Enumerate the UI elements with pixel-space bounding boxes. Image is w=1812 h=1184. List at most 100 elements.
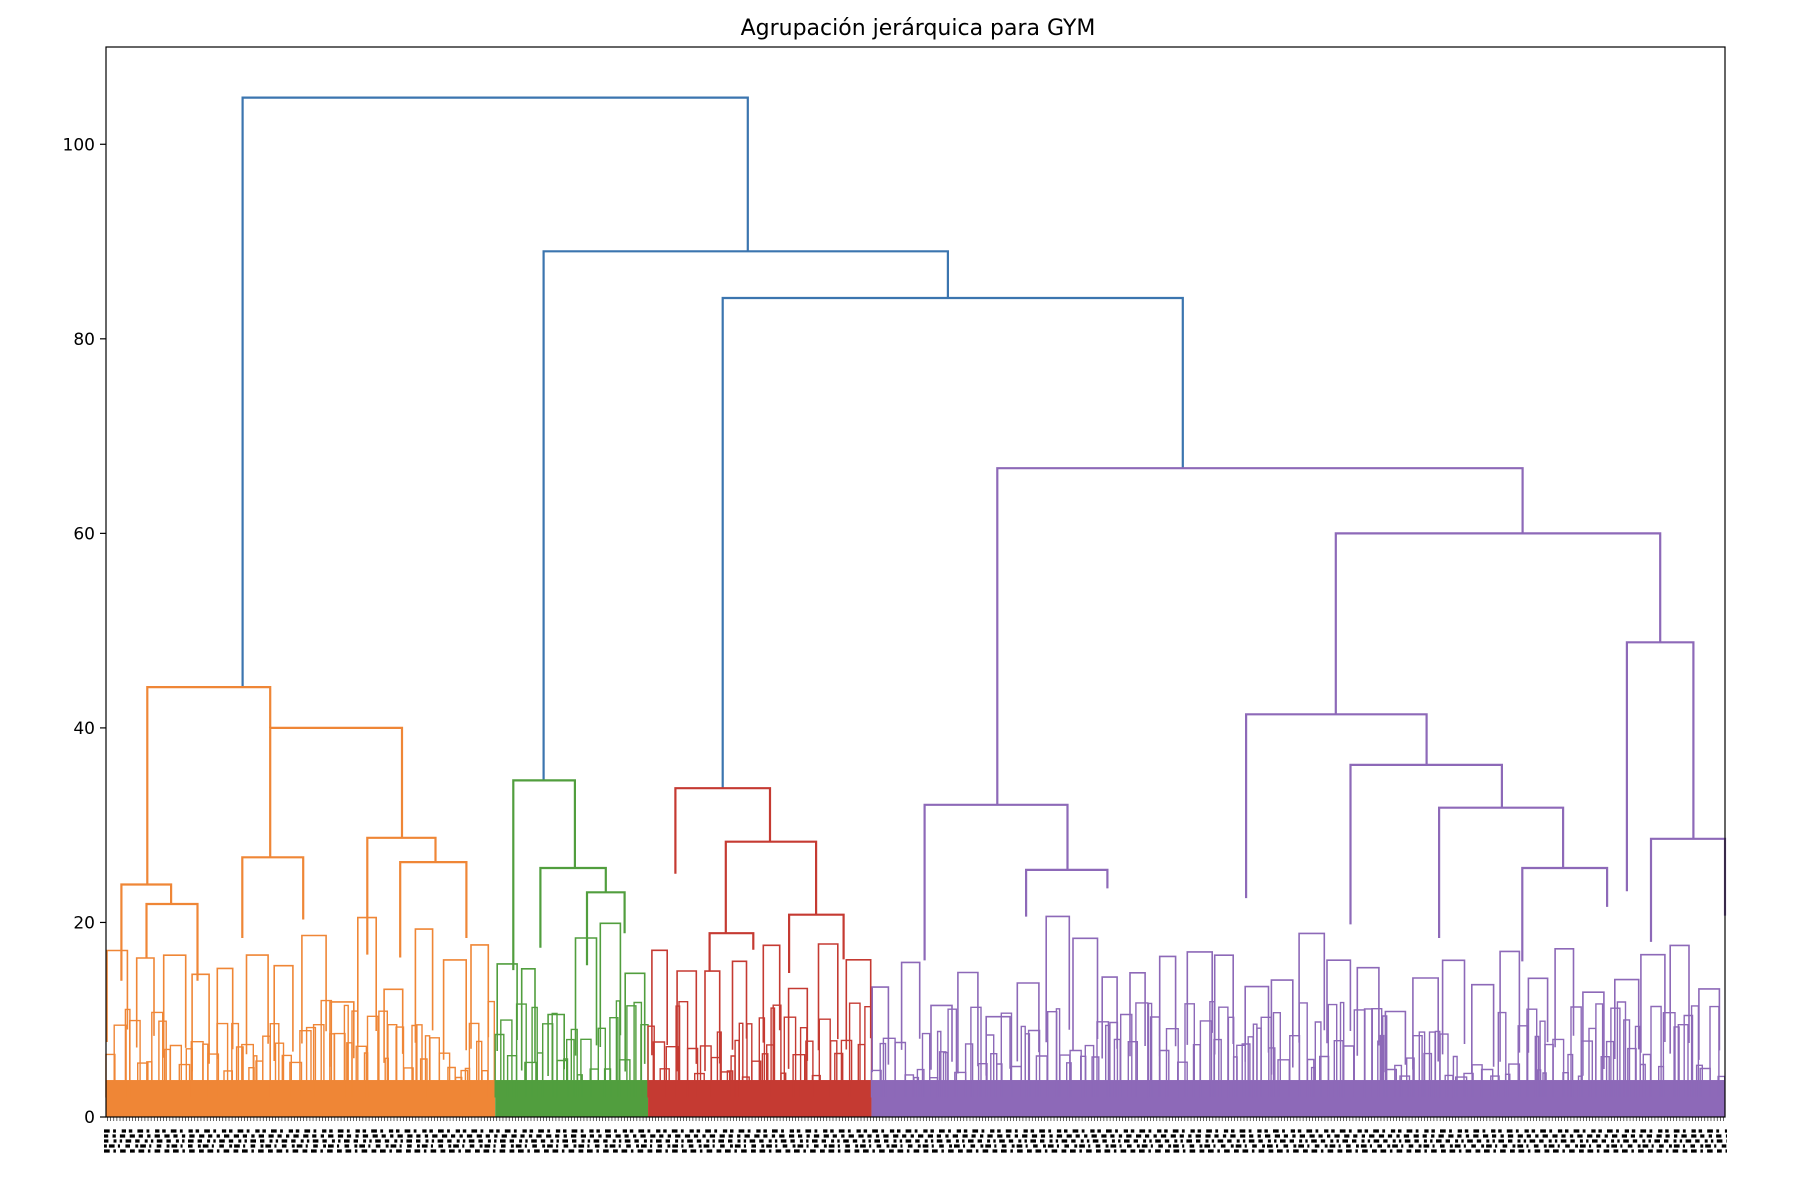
cluster-orange-leaf-link [299, 1030, 312, 1098]
cluster-green-leaf-link [500, 1019, 513, 1098]
dendrogram-link [145, 902, 199, 981]
cluster-purple-leaf-link [1605, 1040, 1615, 1098]
cluster-purple-leaf-link [1534, 1035, 1540, 1098]
cluster-green-leaf-link [576, 1074, 583, 1098]
cluster-purple-mid-link [1045, 915, 1071, 1043]
cluster-orange-leaf-link [169, 1044, 182, 1098]
cluster-purple-leaves [870, 915, 1726, 1117]
cluster-orange-leaf-link [137, 1062, 149, 1098]
dendrogram-link [1625, 641, 1695, 892]
cluster-orange-leaf-link [419, 1058, 428, 1098]
cluster-green-mid-link [599, 922, 622, 1047]
cluster-orange-leaf-link [312, 1024, 325, 1098]
cluster-purple-leaf-link [1455, 1076, 1468, 1098]
cluster-purple-leaf-link [1298, 1002, 1308, 1098]
cluster-purple-leaf-link [1552, 1038, 1565, 1098]
cluster-purple-mid-link [985, 1015, 1011, 1076]
cluster-purple-leaf-link [1580, 1040, 1593, 1098]
cluster-orange-mid-link [162, 954, 187, 1058]
cluster-purple-leaf-link [936, 1030, 942, 1098]
cluster-green-leaf-link [524, 1061, 537, 1098]
cluster-purple-leaf-link [1306, 1058, 1315, 1098]
cluster-purple-mid-link [1499, 950, 1521, 1062]
cluster-purple-mid-link [871, 986, 890, 1073]
cluster-purple-mid-link [1640, 953, 1666, 1053]
cluster-orange-leaf-link [351, 1010, 359, 1098]
cluster-purple-leaf-link [1526, 1008, 1538, 1098]
cluster-purple-mid-link [1698, 988, 1721, 1060]
cluster-red-leaf-link [694, 1072, 705, 1098]
cluster-purple-leaf-link [1272, 1012, 1281, 1098]
cluster-purple-leaf-link [1399, 1075, 1411, 1098]
cluster-green-leaf-link [609, 1017, 619, 1098]
cluster-green-leaves [494, 922, 649, 1117]
cluster-red-leaf-link [834, 1052, 844, 1098]
cluster-purple-leaf-link [1091, 1056, 1100, 1098]
cluster-purple-leaf-link [1024, 1033, 1031, 1098]
cluster-purple-mid-link [1129, 972, 1146, 1057]
dendrogram-link [399, 861, 468, 958]
cluster-green-leaf-link [615, 1000, 621, 1098]
cluster-purple-leaf-link [1084, 1044, 1095, 1098]
cluster-orange-leaf-link [129, 1019, 141, 1098]
cluster-purple-mid-link [1527, 977, 1549, 1053]
cluster-orange-mid-link [442, 959, 467, 1060]
cluster-purple-mid-link [1158, 955, 1177, 1057]
dendrogram-link [146, 686, 272, 885]
cluster-purple-leaf-link [1600, 1056, 1610, 1098]
cluster-purple-leaf-link [938, 1051, 947, 1098]
cluster-orange-leaf-link [403, 1067, 414, 1098]
cluster-purple-leaf-link [1623, 1019, 1631, 1098]
cluster-purple-leaf-link [1055, 1008, 1061, 1098]
dendrogram-link [269, 726, 404, 858]
y-tick-label: 100 [63, 135, 95, 155]
cluster-purple-mid-link [1669, 944, 1690, 1054]
dendrogram-link [708, 932, 755, 972]
cluster-purple-leaf-link [1127, 1041, 1138, 1098]
cluster-red-mid-link [676, 970, 698, 1072]
cluster-red-leaves [647, 943, 873, 1117]
chart-title: Agrupación jerárquica para GYM [741, 16, 1096, 41]
cluster-orange-leaf-link [366, 1015, 379, 1098]
cluster-red-leaf-link [772, 1004, 782, 1098]
cluster-orange-leaf-link [281, 1054, 292, 1098]
cluster-red-mid-link [845, 959, 872, 1050]
cluster-green-mid-link [496, 963, 518, 1051]
dendrogram-link [1025, 868, 1109, 917]
cluster-red-mid-link [787, 987, 809, 1069]
cluster-orange-mid-link [470, 944, 490, 1049]
dendrogram-link [241, 856, 305, 938]
cluster-orange-leaf-link [411, 1024, 418, 1098]
cluster-purple-mid-link [1356, 966, 1380, 1056]
cluster-purple-mid-link [1244, 985, 1270, 1062]
cluster-red-leaf-link [829, 1040, 838, 1098]
cluster-purple-leaf-link [1634, 1025, 1641, 1098]
cluster-red-leaf-link [783, 1016, 797, 1098]
cluster-orange-leaves [105, 916, 496, 1117]
cluster-purple-mid-link [1582, 991, 1605, 1076]
cluster-purple-leaf-link [1662, 1012, 1676, 1098]
cluster-purple-leaf-link [913, 1076, 920, 1098]
cluster-purple-mid-link [1412, 977, 1439, 1070]
cluster-purple-leaf-link [1314, 1021, 1322, 1098]
cluster-purple-mid-link [1554, 948, 1575, 1048]
cluster-red-leaf-link [665, 1046, 679, 1098]
cluster-red-leaf-link [805, 1040, 814, 1098]
dendrogram-link [721, 296, 1184, 789]
dendrogram-link [366, 836, 437, 955]
cluster-purple-leaf-link [1236, 1044, 1246, 1098]
cluster-orange-leaf-link [355, 1045, 368, 1098]
cluster-purple-leaf-link [1439, 1033, 1449, 1098]
cluster-purple-leaf-link [1695, 1064, 1703, 1098]
cluster-purple-leaf-link [1423, 1052, 1433, 1098]
cluster-purple-leaf-link [1677, 1024, 1689, 1098]
cluster-purple-leaf-link [1650, 1005, 1662, 1098]
cluster-purple-leaf-link [1406, 1057, 1415, 1098]
cluster-orange-leaf-link [305, 1026, 317, 1098]
cluster-purple-leaf-link [1616, 1001, 1627, 1098]
cluster-orange-mid-link [216, 967, 234, 1059]
dendrogram-link [542, 250, 949, 781]
cluster-purple-leaf-link [1385, 1068, 1397, 1098]
y-tick-label: 40 [73, 719, 95, 739]
